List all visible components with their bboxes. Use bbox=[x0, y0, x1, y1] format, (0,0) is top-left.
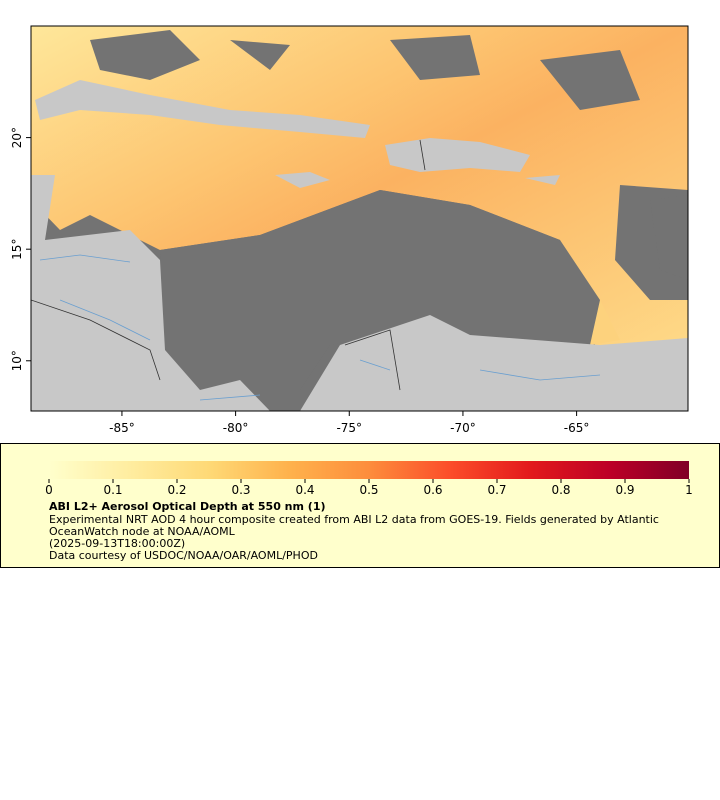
colorbar-tick-label: 0.1 bbox=[103, 483, 122, 497]
legend-time: (2025-09-13T18:00:00Z) bbox=[49, 537, 186, 550]
map: -85° -80° -75° -70° -65° 10° 15° 20° bbox=[10, 25, 689, 435]
map-frame bbox=[30, 25, 689, 412]
y-tick-label: 10° bbox=[10, 350, 24, 371]
legend-description: Experimental NRT AOD 4 hour composite cr… bbox=[49, 513, 659, 538]
colorbar-tick-label: 1 bbox=[685, 483, 693, 497]
x-tick-label: -65° bbox=[564, 421, 590, 435]
colorbar-tick-label: 0 bbox=[45, 483, 53, 497]
legend-credit: Data courtesy of USDOC/NOAA/OAR/AOML/PHO… bbox=[49, 549, 318, 562]
x-tick-label: -80° bbox=[223, 421, 249, 435]
map-image bbox=[31, 26, 688, 411]
colorbar-tick-label: 0.7 bbox=[487, 483, 506, 497]
y-tick-label: 15° bbox=[10, 239, 24, 260]
colorbar-tick-label: 0.6 bbox=[423, 483, 442, 497]
y-tick-label: 20° bbox=[10, 127, 24, 148]
x-tick-label: -85° bbox=[109, 421, 135, 435]
legend-box: 0 0.1 0.2 0.3 0.4 0.5 0.6 0.7 0.8 0.9 1 ABI L2+ Ae… bbox=[0, 443, 720, 568]
colorbar-tick-label: 0.3 bbox=[231, 483, 250, 497]
colorbar-tick-label: 0.2 bbox=[167, 483, 186, 497]
colorbar-ramp bbox=[49, 461, 689, 479]
colorbar-tick-label: 0.8 bbox=[551, 483, 570, 497]
x-tick-label: -70° bbox=[450, 421, 476, 435]
colorbar-tick-label: 0.9 bbox=[615, 483, 634, 497]
colorbar: 0 0.1 0.2 0.3 0.4 0.5 0.6 0.7 0.8 0.9 1 bbox=[45, 461, 693, 497]
colorbar-tick-label: 0.5 bbox=[359, 483, 378, 497]
legend-title: ABI L2+ Aerosol Optical Depth at 550 nm … bbox=[49, 500, 326, 513]
x-tick-label: -75° bbox=[336, 421, 362, 435]
colorbar-tick-label: 0.4 bbox=[295, 483, 314, 497]
